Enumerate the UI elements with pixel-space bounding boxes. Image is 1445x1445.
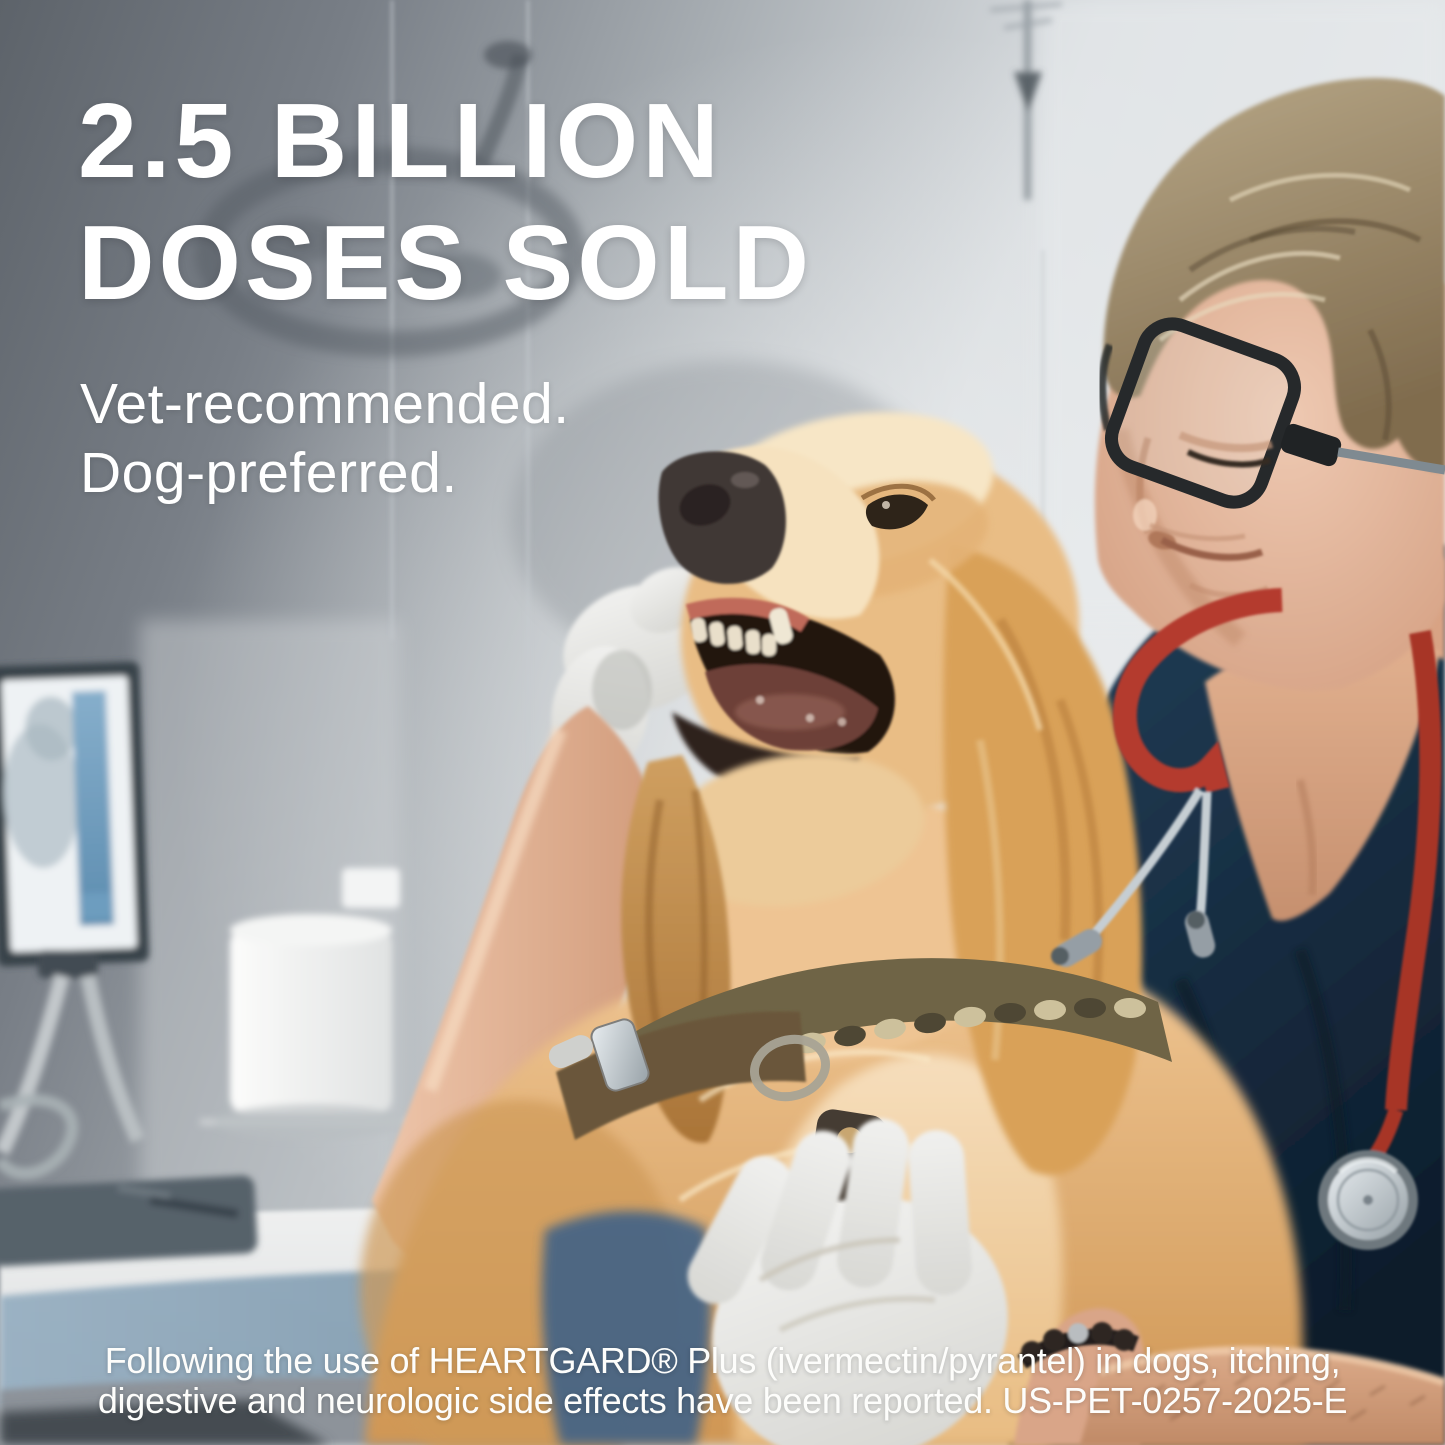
- dog-teeth: [690, 608, 793, 656]
- subheadline-line-2: Dog-preferred.: [80, 441, 458, 505]
- vet-forearm: [1080, 1345, 1445, 1445]
- stethoscope-chestpiece: [1318, 1150, 1418, 1250]
- bead-bracelet: [1017, 1322, 1139, 1369]
- dog-gums: [685, 597, 810, 632]
- dog-nose: [658, 451, 786, 584]
- vet-right-hand: [687, 1118, 1445, 1445]
- subheadline: Vet-recommended. Dog-preferred.: [80, 370, 570, 508]
- blue-sleeve-lower: [541, 1210, 711, 1445]
- glasses-hinge: [1280, 423, 1342, 467]
- bare-forearm-left: [372, 706, 660, 1261]
- headline: 2.5 BILLION DOSES SOLD: [78, 80, 813, 324]
- stethoscope-ear-tips: [1051, 910, 1216, 967]
- glasses-temple-arm: [1337, 447, 1445, 475]
- headline-line-1: 2.5 BILLION: [78, 82, 723, 200]
- stethoscope-right-tube: [1318, 630, 1442, 1250]
- eye-lashes: [1186, 449, 1272, 468]
- arm-hair: [1149, 1373, 1426, 1422]
- glasses: [1098, 317, 1445, 509]
- supply-cylinder: [200, 868, 460, 1140]
- headline-line-2: DOSES SOLD: [78, 204, 814, 322]
- dog-chin-fur: [665, 753, 925, 907]
- surgical-light: [195, 41, 585, 357]
- stethoscope-yoke: [1051, 588, 1283, 967]
- instrument-mat: [0, 1175, 258, 1267]
- vneck-chest-skin: [1205, 631, 1440, 921]
- collar-buckle: [590, 1018, 650, 1092]
- disclaimer: Following the use of HEARTGARD® Plus (iv…: [0, 1341, 1445, 1421]
- eyelid: [1178, 431, 1274, 453]
- xray-monitor: [0, 661, 150, 1180]
- disclaimer-line-2: digestive and neurologic side effects ha…: [97, 1380, 1348, 1421]
- disclaimer-line-1: Following the use of HEARTGARD® Plus (iv…: [104, 1340, 1341, 1381]
- latex-glove-right: [687, 1118, 1008, 1445]
- collar-d-ring: [749, 1034, 831, 1102]
- hair-strands: [1158, 172, 1422, 441]
- dog-canine-tooth: [769, 608, 793, 644]
- iv-pole: [989, 0, 1063, 200]
- subheadline-line-1: Vet-recommended.: [80, 372, 570, 436]
- dog-eye: [860, 483, 936, 530]
- glasses-lens: [1105, 317, 1301, 509]
- wall-dispenser: [342, 868, 400, 908]
